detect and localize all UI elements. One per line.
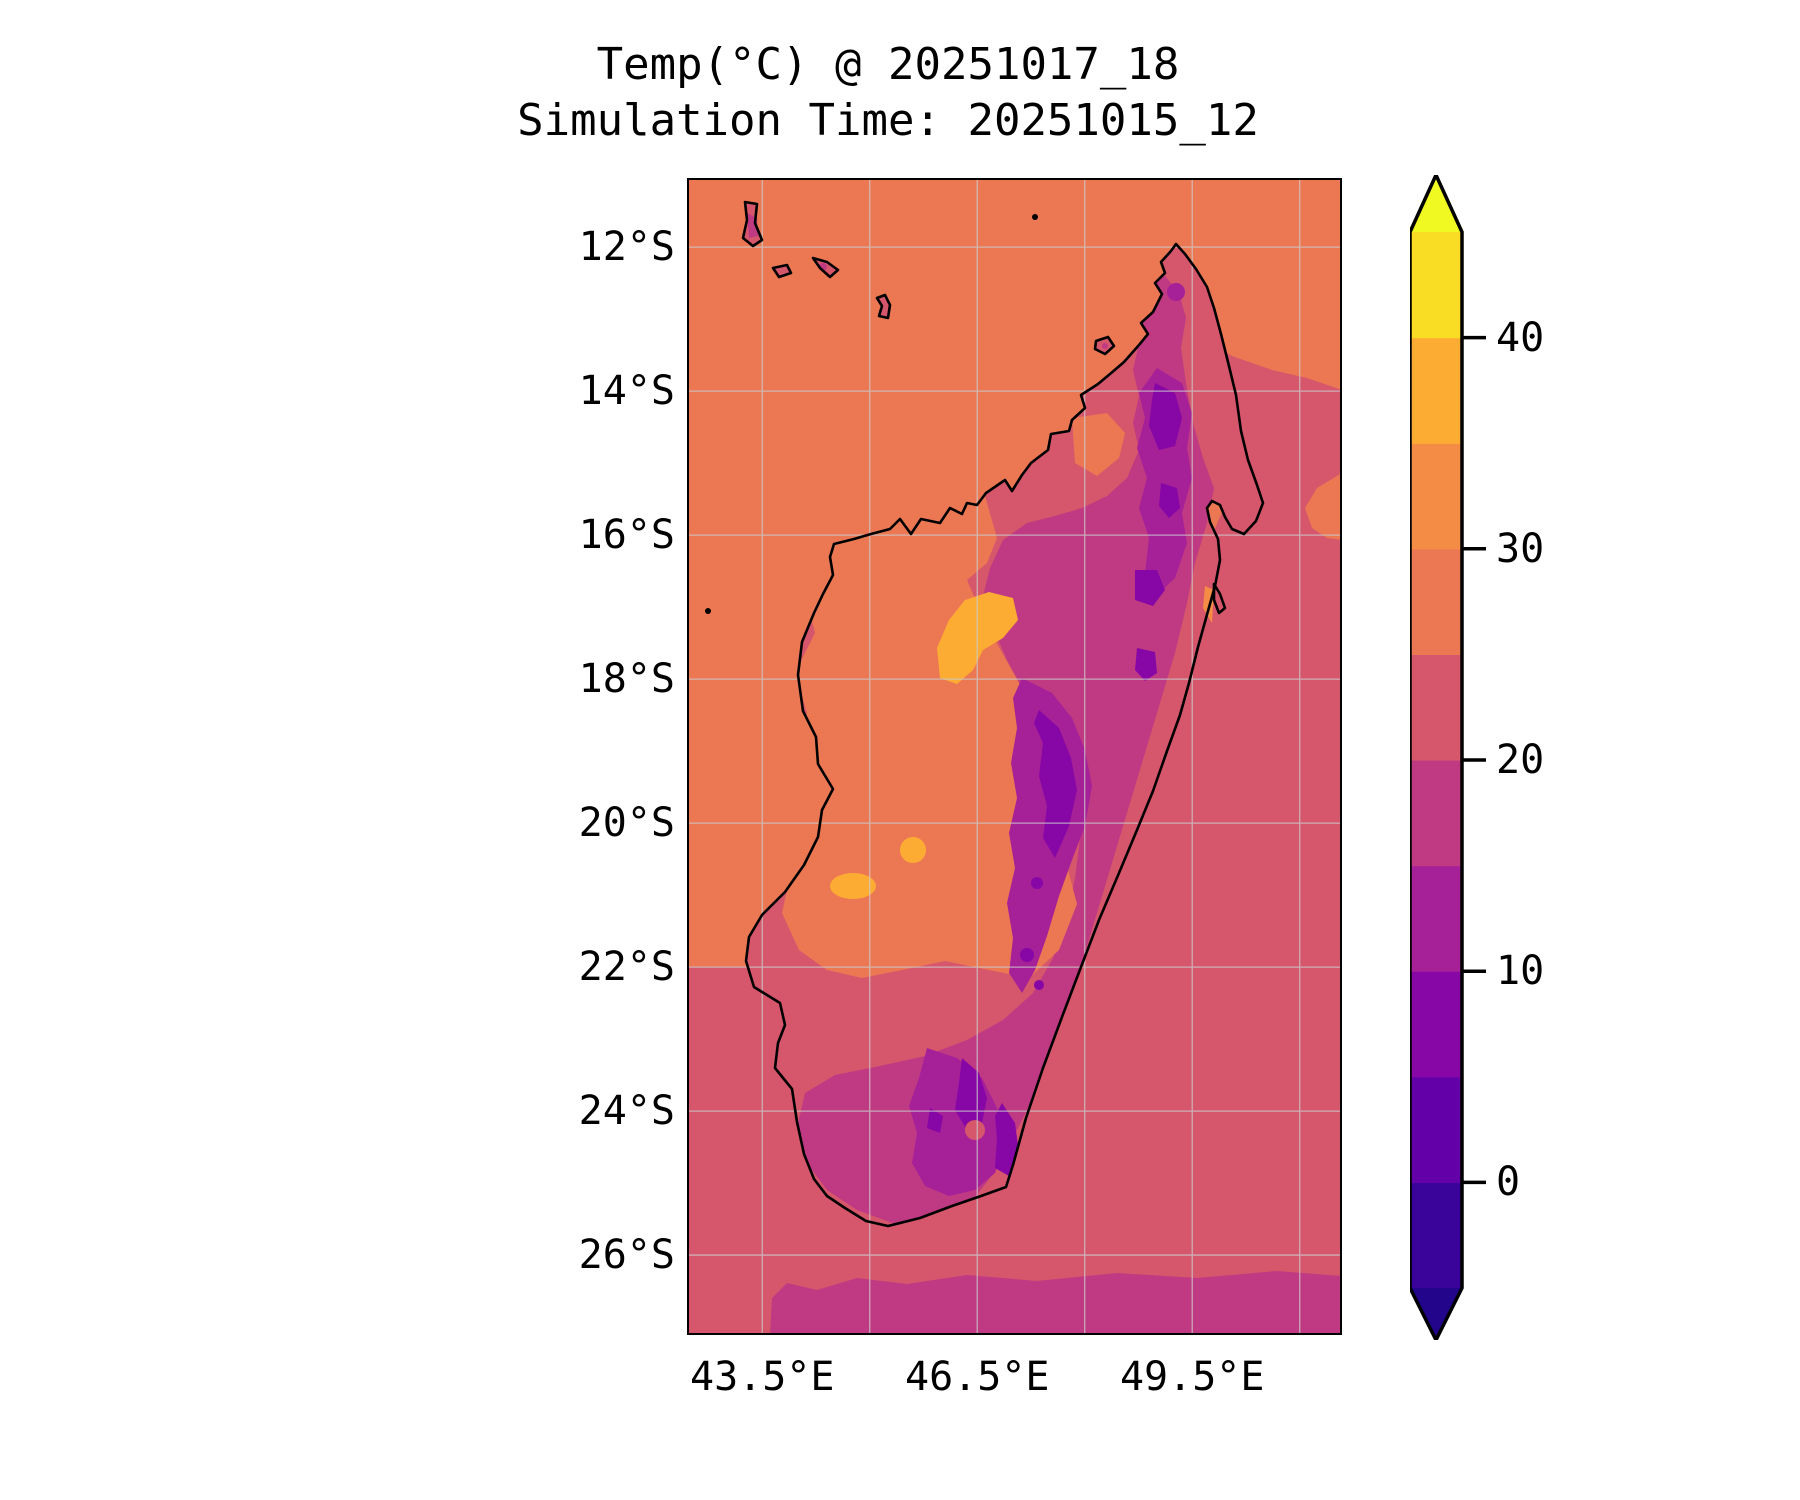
ocean-fill-magenta-bottom-band	[770, 1271, 1342, 1335]
colorbar-band-40-45	[1410, 232, 1462, 339]
colorbar-extend-over	[1410, 175, 1462, 232]
cold-patch-south-3	[927, 1108, 943, 1133]
cold-patch-south-1	[955, 1058, 987, 1130]
cold-dot-central-1	[1031, 877, 1043, 889]
madagascar-west-orange-fill	[780, 490, 1077, 978]
cold-patch-northeast-1	[1149, 383, 1182, 450]
chart-title: Temp(°C) @ 20251017_18	[596, 39, 1180, 90]
ytick-16: 16°S	[578, 512, 675, 559]
islet-glorioso-dot	[1032, 214, 1038, 220]
hot-spot-central	[900, 837, 926, 863]
cold-patch-central-ridge	[1034, 710, 1077, 858]
colorbar-extend-under	[1410, 1288, 1462, 1340]
islet-juan-de-nova-dot	[705, 608, 711, 614]
coastline-madagascar	[744, 242, 1265, 1228]
coastline-grande-comore	[741, 200, 764, 248]
madagascar-east-south-magenta-fill	[797, 276, 1214, 1224]
ytick-24: 24°S	[578, 1088, 675, 1135]
map-plot-area	[687, 178, 1342, 1335]
ocean-fill-warm-wedge-east-edge	[1305, 473, 1342, 540]
ytick-22: 22°S	[578, 944, 675, 991]
colorbar-ticklabel-10: 10	[1496, 948, 1545, 995]
ytick-18: 18°S	[578, 656, 675, 703]
colorbar-band-35-40	[1410, 337, 1462, 444]
hot-spot-west-central	[830, 873, 876, 899]
latlon-gridlines	[687, 178, 1342, 1335]
cold-patch-east-2	[1135, 648, 1157, 681]
coastline-moheli	[771, 263, 793, 279]
cold-patch-south-2	[995, 1103, 1019, 1176]
colorbar-outline	[1410, 175, 1464, 1340]
xtick-46.5: 46.5°E	[904, 1354, 1050, 1400]
colorbar-band-20-25	[1410, 654, 1462, 761]
colorbar-band-25-30	[1410, 548, 1462, 655]
colorbar-band-10-15	[1410, 865, 1462, 972]
rose-hole-south	[965, 1120, 985, 1140]
colorbar-ticklabel-40: 40	[1496, 314, 1545, 361]
colorbar-band-30-35	[1410, 443, 1462, 550]
cold-dot-central-2	[1020, 948, 1034, 962]
colorbar-band-5-10	[1410, 971, 1462, 1078]
colorbar-ticklabel-30: 30	[1496, 525, 1545, 572]
cold-patch-northeast-2	[1159, 483, 1180, 518]
ytick-20: 20°S	[578, 800, 675, 847]
cold-patch-east-1	[1135, 570, 1165, 606]
xtick-43.5: 43.5°E	[689, 1354, 835, 1400]
coastline-mayotte	[875, 293, 892, 320]
colorbar	[1410, 175, 1486, 1340]
coastline-anjouan	[811, 256, 840, 279]
cool-dot-north-peninsula	[1167, 283, 1185, 301]
ytick-26: 26°S	[578, 1232, 675, 1279]
cold-dot-central-3	[1034, 980, 1044, 990]
colorbar-band--5-0	[1410, 1182, 1462, 1289]
colorbar-band-0-5	[1410, 1076, 1462, 1183]
ytick-14: 14°S	[578, 368, 675, 415]
coastline-ile-sainte-marie	[1212, 582, 1227, 615]
xtick-49.5: 49.5°E	[1119, 1354, 1265, 1400]
chart-subtitle: Simulation Time: 20251015_12	[517, 95, 1259, 146]
colorbar-ticklabel-0: 0	[1496, 1159, 1521, 1206]
nosy-be-magenta-dot	[1102, 343, 1108, 349]
colorbar-band-15-20	[1410, 760, 1462, 867]
coastline-nosy-be	[1093, 335, 1116, 356]
colorbar-ticklabel-20: 20	[1496, 737, 1545, 783]
ytick-12: 12°S	[578, 224, 675, 271]
